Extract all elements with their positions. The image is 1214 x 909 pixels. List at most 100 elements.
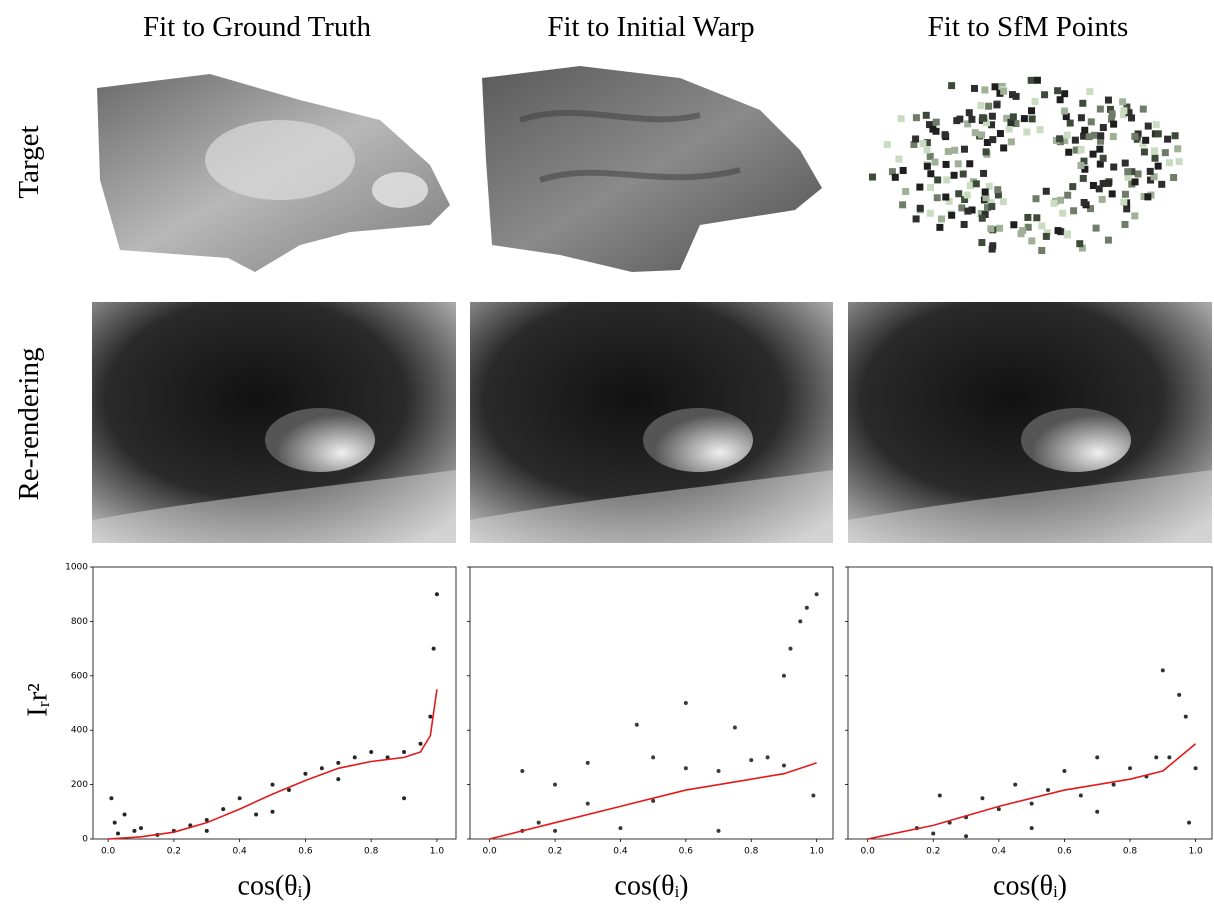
sfm-square bbox=[1043, 233, 1050, 240]
sfm-square bbox=[1078, 114, 1085, 121]
sfm-square bbox=[1072, 137, 1079, 144]
sfm-square bbox=[902, 188, 909, 195]
scatter-point bbox=[635, 723, 639, 727]
sfm-square bbox=[1090, 151, 1097, 158]
scatter-point bbox=[1095, 755, 1099, 759]
scatter-point bbox=[553, 783, 557, 787]
sfm-square bbox=[1122, 160, 1129, 167]
sfm-square bbox=[1078, 146, 1085, 153]
scatter-point bbox=[651, 799, 655, 803]
sfm-square bbox=[1069, 183, 1076, 190]
sfm-square bbox=[961, 221, 968, 228]
sfm-square bbox=[1122, 221, 1129, 228]
scatter-point bbox=[221, 807, 225, 811]
sfm-square bbox=[1145, 123, 1152, 130]
sfm-square bbox=[996, 225, 1003, 232]
scatter-point bbox=[139, 826, 143, 830]
x-tick-label: 0.4 bbox=[992, 847, 1007, 857]
sfm-square bbox=[1064, 231, 1071, 238]
sfm-square bbox=[1008, 138, 1015, 145]
sfm-square bbox=[917, 205, 924, 212]
sfm-square bbox=[945, 148, 952, 155]
scatter-point bbox=[997, 807, 1001, 811]
sfm-square bbox=[936, 224, 943, 231]
sfm-square bbox=[982, 188, 989, 195]
sfm-square bbox=[923, 147, 930, 154]
x-tick-label: 0.2 bbox=[926, 847, 940, 857]
sfm-square bbox=[1029, 115, 1036, 122]
sfm-square bbox=[955, 190, 962, 197]
sfm-square bbox=[1076, 240, 1083, 247]
scatter-point bbox=[353, 755, 357, 759]
scatter-point bbox=[435, 592, 439, 596]
scatter-point bbox=[586, 802, 590, 806]
sfm-square bbox=[1038, 222, 1045, 229]
sfm-square bbox=[1099, 196, 1106, 203]
sfm-square bbox=[1032, 195, 1039, 202]
sfm-square bbox=[1056, 135, 1063, 142]
sfm-square bbox=[1151, 147, 1158, 154]
sfm-square bbox=[989, 136, 996, 143]
sfm-square bbox=[913, 215, 920, 222]
sfm-square bbox=[979, 215, 986, 222]
re-rendering bbox=[92, 302, 1212, 543]
sfm-square bbox=[927, 210, 934, 217]
x-tick-label: 1.0 bbox=[430, 847, 445, 857]
x-tick-label: 0.2 bbox=[167, 847, 181, 857]
sfm-square bbox=[1123, 205, 1130, 212]
sfm-square bbox=[1019, 227, 1026, 234]
scatter-point bbox=[369, 750, 373, 754]
scatter-point bbox=[651, 755, 655, 759]
scatter-point bbox=[238, 796, 242, 800]
x-axis-label: cos(θᵢ) bbox=[615, 870, 689, 901]
sfm-square bbox=[1070, 207, 1077, 214]
sfm-square bbox=[1176, 158, 1183, 165]
sfm-square bbox=[968, 116, 975, 123]
scatter-point bbox=[428, 715, 432, 719]
scatter-point bbox=[271, 783, 275, 787]
scatter-point bbox=[733, 725, 737, 729]
x-tick-label: 0.0 bbox=[861, 847, 876, 857]
scatter-point bbox=[1177, 693, 1181, 697]
sfm-square bbox=[933, 128, 940, 135]
sfm-square bbox=[951, 147, 958, 154]
sfm-square bbox=[1100, 124, 1107, 131]
sfm-square bbox=[978, 239, 985, 246]
sfm-square bbox=[1122, 191, 1129, 198]
x-tick-label: 0.4 bbox=[613, 847, 628, 857]
sfm-square bbox=[1028, 77, 1035, 84]
sfm-square bbox=[1086, 88, 1093, 95]
sfm-square bbox=[1147, 168, 1154, 175]
sfm-square bbox=[916, 184, 923, 191]
sfm-square bbox=[1131, 212, 1138, 219]
sfm-square bbox=[961, 146, 968, 153]
x-tick-label: 0.8 bbox=[1123, 847, 1138, 857]
scatter-point bbox=[618, 826, 622, 830]
sfm-square bbox=[1010, 113, 1017, 120]
sfm-square bbox=[1140, 106, 1147, 113]
scatter-point bbox=[749, 758, 753, 762]
y-tick-label: 200 bbox=[71, 780, 88, 790]
target-ground-truth bbox=[97, 74, 450, 272]
x-tick-label: 0.2 bbox=[548, 847, 562, 857]
sfm-square bbox=[1057, 96, 1064, 103]
scatter-point bbox=[205, 829, 209, 833]
sfm-square bbox=[971, 85, 978, 92]
sfm-square bbox=[913, 114, 920, 121]
scatter-point bbox=[586, 761, 590, 765]
sfm-square bbox=[989, 242, 996, 249]
scatter-chart: 0.00.20.40.60.81.0cos(θᵢ) bbox=[467, 567, 833, 901]
sfm-square bbox=[1021, 115, 1028, 122]
sfm-square bbox=[1010, 221, 1017, 228]
scatter-point bbox=[553, 829, 557, 833]
scatter-point bbox=[1154, 755, 1158, 759]
sfm-square bbox=[980, 170, 987, 177]
sfm-square bbox=[1077, 162, 1084, 169]
sfm-square bbox=[953, 117, 960, 124]
sfm-square bbox=[895, 156, 902, 163]
sfm-square bbox=[1081, 127, 1088, 134]
y-tick-label: 800 bbox=[71, 617, 88, 627]
scatter-point bbox=[336, 761, 340, 765]
sfm-square bbox=[972, 129, 979, 136]
sfm-square bbox=[942, 194, 949, 201]
